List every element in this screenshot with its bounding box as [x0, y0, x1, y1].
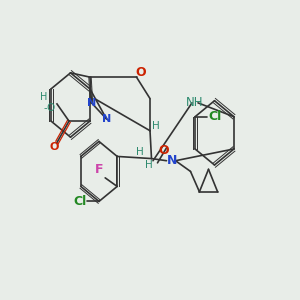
- Text: F: F: [95, 163, 103, 176]
- Text: -O: -O: [44, 103, 56, 113]
- Text: O: O: [136, 66, 146, 80]
- Text: O: O: [158, 143, 169, 157]
- Text: N: N: [87, 98, 96, 108]
- Text: H: H: [136, 147, 143, 157]
- Text: O: O: [49, 142, 59, 152]
- Text: N: N: [102, 114, 111, 124]
- Text: Cl: Cl: [73, 195, 86, 208]
- Text: H: H: [152, 122, 160, 131]
- Text: N: N: [167, 154, 178, 167]
- Text: H: H: [145, 160, 152, 170]
- Text: Cl: Cl: [208, 110, 221, 123]
- Text: H: H: [40, 92, 47, 103]
- Text: NH: NH: [186, 96, 204, 110]
